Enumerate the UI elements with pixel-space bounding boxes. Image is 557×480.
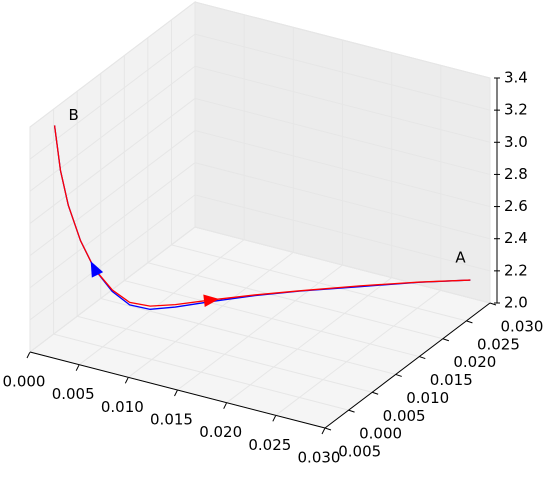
z-tick-label: 2.0: [504, 294, 528, 312]
y-axis: [324, 302, 491, 429]
tick-mark: [124, 377, 129, 384]
y-tick-label: 0.020: [453, 353, 496, 371]
grid-line: [29, 226, 491, 353]
tick-mark: [442, 338, 450, 342]
curve: [53, 125, 471, 307]
x-tick-label: 0.030: [298, 449, 341, 467]
tick-mark: [395, 373, 402, 377]
y-tick-label: 0.015: [430, 371, 473, 389]
direction-arrow: [90, 261, 104, 278]
tick-mark: [489, 302, 497, 306]
y-tick-label: 0.025: [477, 335, 520, 353]
grid-line: [29, 65, 491, 192]
z-tick-label: 2.8: [504, 165, 528, 183]
direction-arrow: [203, 294, 220, 308]
z-tick-label: 3.4: [504, 69, 528, 87]
y-tick-label: 0.030: [501, 318, 544, 336]
x-tick-label: 0.015: [150, 411, 193, 429]
annotation: B: [69, 106, 79, 124]
tick-mark: [324, 427, 332, 431]
y-tick-label: -0.005: [333, 443, 381, 461]
grid-line: [29, 1, 491, 128]
tick-mark: [371, 391, 379, 395]
tick-mark: [272, 415, 277, 422]
y-tick-label: 0.010: [406, 389, 449, 407]
z-tick-label: 2.4: [504, 229, 528, 247]
z-tick-label: 2.6: [504, 197, 528, 215]
grid-line: [29, 33, 491, 160]
grid-line: [29, 130, 491, 256]
y-tick-label: 0.000: [359, 425, 402, 443]
tick-mark: [466, 320, 473, 324]
annotation: A: [455, 249, 466, 267]
z-tick-label: 3.2: [504, 101, 528, 119]
grid-line: [29, 194, 491, 321]
z-tick-label: 2.2: [504, 261, 528, 279]
y-tick-label: 0.005: [383, 407, 426, 425]
x-tick-label: 0.025: [248, 436, 291, 454]
tick-mark: [419, 356, 426, 360]
x-axis: [29, 351, 326, 429]
tick-mark: [174, 389, 178, 397]
grid-line: [29, 97, 491, 224]
tick-mark: [26, 351, 31, 359]
tick-mark: [321, 427, 326, 435]
x-tick-label: 0.005: [52, 385, 95, 403]
x-tick-label: 0.020: [199, 423, 242, 441]
x-tick-label: 0.010: [101, 398, 144, 416]
x-tick-label: 0.000: [3, 373, 46, 391]
grid-line: [29, 162, 491, 289]
tick-mark: [75, 364, 80, 371]
tick-mark: [223, 402, 228, 409]
tick-mark: [348, 409, 355, 413]
z-tick-label: 3.0: [504, 133, 528, 151]
